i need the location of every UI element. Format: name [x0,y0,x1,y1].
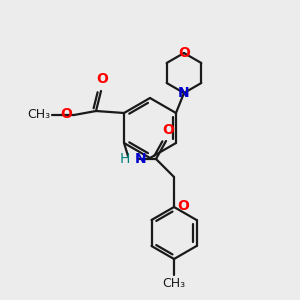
Text: N: N [178,86,190,100]
Text: CH₃: CH₃ [163,277,186,290]
Text: O: O [178,46,190,60]
Text: N: N [135,152,147,166]
Text: O: O [162,123,174,137]
Text: H: H [120,152,130,166]
Text: CH₃: CH₃ [27,109,50,122]
Text: O: O [177,199,189,213]
Text: O: O [96,72,108,86]
Text: O: O [60,107,72,121]
